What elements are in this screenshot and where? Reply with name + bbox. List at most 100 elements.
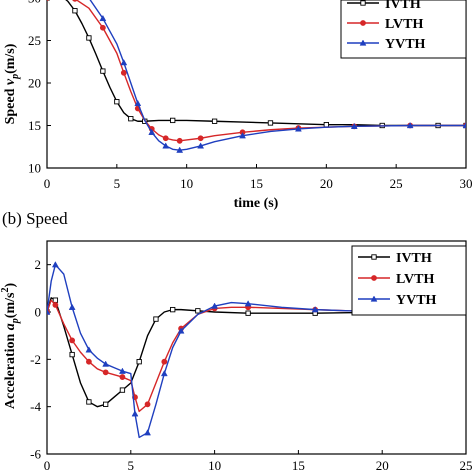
- acceleration-point-yvth: [68, 303, 76, 310]
- acceleration-legend: IVTH LVTH YVTH: [351, 245, 467, 316]
- speed-point-yvth: [120, 59, 128, 66]
- speed-ytick-label: 30: [28, 0, 41, 6]
- acceleration-point-yvth: [47, 308, 51, 315]
- acceleration-legend-marker-yvth: [370, 295, 378, 302]
- acceleration-point-ivth: [195, 308, 201, 314]
- speed-legend-label-ivth: IVTH: [385, 0, 421, 12]
- acceleration-yaxis-label: Acceleration ap(m/s2): [0, 283, 21, 410]
- acceleration-point-ivth: [69, 351, 75, 358]
- speed-point-lvth: [99, 24, 106, 31]
- speed-ytick-label: 20: [28, 76, 41, 91]
- acceleration-point-yvth: [85, 346, 93, 353]
- speed-point-yvth: [350, 122, 358, 129]
- speed-point-yvth: [197, 142, 205, 149]
- acceleration-point-ivth: [136, 359, 142, 365]
- acceleration-point-lvth: [86, 358, 92, 365]
- speed-point-yvth: [239, 132, 246, 139]
- acceleration-point-ivth: [103, 401, 109, 407]
- acceleration-point-lvth: [69, 337, 76, 344]
- speed-point-lvth: [197, 135, 204, 142]
- speed-point-yvth: [462, 121, 466, 129]
- acceleration-point-yvth: [118, 367, 126, 374]
- speed-legend-label-yvth: YVTH: [385, 37, 426, 52]
- acceleration-point-yvth: [211, 302, 219, 309]
- acceleration-point-yvth: [244, 300, 252, 307]
- acceleration-point-yvth: [311, 306, 319, 313]
- acceleration-point-yvth: [131, 410, 139, 417]
- acceleration-xtick-label: 0: [44, 458, 51, 473]
- acceleration-legend-label-yvth: YVTH: [396, 293, 437, 308]
- speed-point-lvth: [176, 137, 183, 144]
- acceleration-series: [47, 261, 466, 439]
- acceleration-ytick-label: 0: [35, 305, 42, 320]
- speed-series: [47, 0, 466, 153]
- speed-point-yvth: [406, 121, 414, 129]
- acceleration-line-ivth: [47, 297, 466, 408]
- speed-point-yvth: [294, 125, 302, 132]
- acceleration-ytick-label: 2: [35, 257, 42, 272]
- acceleration-ytick-label: -6: [30, 447, 41, 462]
- acceleration-xtick-label: 10: [208, 458, 221, 473]
- speed-legend: IVTH LVTH YVTH: [340, 0, 467, 59]
- acceleration-xtick-label: 15: [292, 458, 305, 473]
- speed-axis-ticks: 0 5 10 15 20 25 30 10 15 20 25 30: [28, 0, 473, 191]
- speed-point-ivth: [86, 35, 92, 41]
- acceleration-xtick-label: 25: [460, 458, 473, 473]
- speed-xtick-label: 5: [114, 176, 121, 191]
- speed-xtick-label: 20: [320, 176, 333, 191]
- acceleration-point-ivth: [153, 316, 159, 322]
- speed-legend-marker-lvth: [360, 20, 366, 26]
- speed-point-lvth: [120, 69, 127, 76]
- acceleration-point-lvth: [119, 374, 126, 380]
- speed-xtick-label: 10: [180, 176, 193, 191]
- acceleration-point-lvth: [161, 358, 168, 365]
- speed-point-yvth: [99, 14, 107, 22]
- acceleration-legend-marker-ivth: [371, 254, 377, 260]
- speed-ytick-label: 25: [28, 33, 41, 48]
- speed-xtick-label: 0: [44, 176, 51, 191]
- speed-ytick-label: 10: [28, 161, 41, 176]
- speed-point-ivth: [114, 99, 120, 105]
- speed-yaxis-label: Speed vp(m/s): [3, 43, 21, 124]
- speed-xtick-label: 15: [250, 176, 263, 191]
- speed-legend-marker-yvth: [359, 39, 367, 46]
- speed-point-yvth: [134, 99, 142, 107]
- acceleration-point-yvth: [51, 261, 59, 268]
- acceleration-point-yvth: [177, 327, 185, 334]
- acceleration-point-yvth: [160, 370, 168, 377]
- acceleration-point-lvth: [144, 401, 151, 408]
- speed-point-ivth: [72, 8, 78, 14]
- speed-point-yvth: [148, 128, 156, 135]
- acceleration-point-ivth: [119, 387, 126, 393]
- acceleration-point-lvth: [102, 369, 109, 376]
- acceleration-ytick-label: -2: [30, 352, 41, 367]
- acceleration-line-lvth: [47, 299, 466, 413]
- speed-point-ivth: [128, 116, 134, 122]
- acceleration-point-lvth: [52, 302, 59, 308]
- acceleration-point-ivth: [52, 297, 59, 303]
- speed-point-ivth: [170, 117, 176, 124]
- acceleration-legend-label-lvth: LVTH: [396, 272, 435, 287]
- speed-xtick-label: 25: [390, 176, 403, 191]
- speed-point-yvth: [162, 142, 170, 149]
- acceleration-point-yvth: [102, 360, 110, 367]
- speed-ytick-label: 15: [28, 118, 41, 133]
- speed-point-ivth: [211, 118, 218, 124]
- speed-point-ivth: [323, 121, 329, 128]
- acceleration-legend-marker-lvth: [371, 275, 377, 281]
- speed-legend-label-lvth: LVTH: [385, 17, 424, 32]
- speed-point-lvth: [162, 135, 169, 142]
- speed-chart: 0 5 10 15 20 25 30 10 15 20 25 30 time (s) Speed vp…: [3, 0, 473, 211]
- acceleration-chart: 0 5 10 15 20 25 -6 -4 -2 0 2 Acceleration ap(m/s2)…: [0, 240, 473, 473]
- speed-line-ivth: [65, 0, 466, 127]
- speed-point-ivth: [100, 68, 106, 74]
- acceleration-plot-frame: [46, 240, 467, 455]
- acceleration-xtick-label: 20: [376, 458, 389, 473]
- speed-point-yvth: [176, 146, 184, 153]
- acceleration-axis-ticks: 0 5 10 15 20 25 -6 -4 -2 0 2: [30, 257, 472, 473]
- speed-xtick-label: 30: [460, 176, 473, 191]
- acceleration-ytick-label: -4: [30, 399, 41, 414]
- caption-b: (b) Speed: [2, 209, 68, 228]
- acceleration-point-ivth: [170, 306, 176, 313]
